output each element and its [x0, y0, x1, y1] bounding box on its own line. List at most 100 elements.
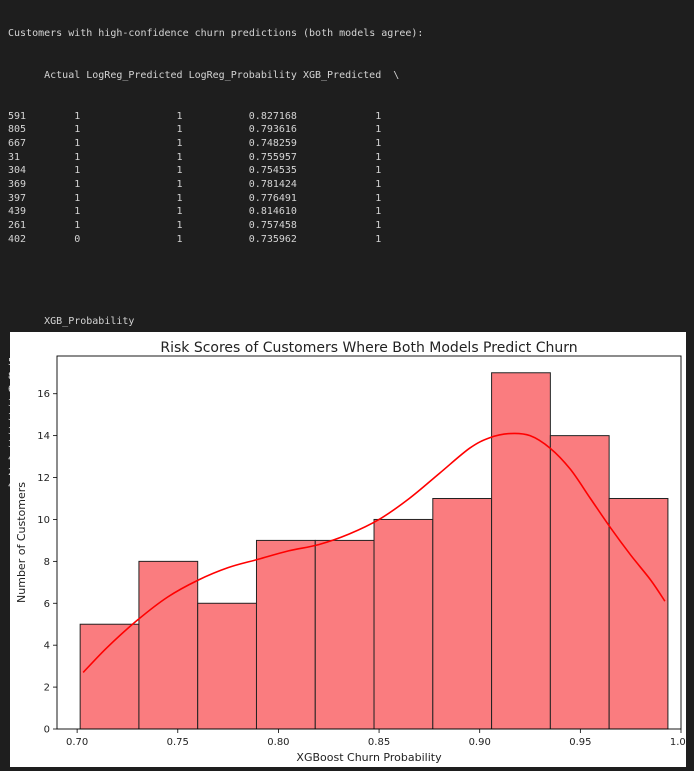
- cell-actual: 1: [74, 110, 81, 122]
- column-header: XGB_Predicted: [302, 69, 382, 81]
- cell-logreg-predicted: 1: [176, 137, 183, 149]
- cell-logreg-probability: 0.755957: [248, 151, 297, 163]
- cell-logreg-predicted: 1: [176, 110, 183, 122]
- cell-actual: 1: [74, 124, 81, 136]
- table-row: 261 1 1 0.757458 1: [8, 219, 423, 233]
- y-tick-label: 16: [37, 389, 50, 400]
- table-row: 304 1 1 0.754535 1: [8, 164, 423, 178]
- table1-header-row: Actual LogReg_Predicted LogReg_Probability…: [8, 69, 423, 83]
- table-row: 397 1 1 0.776491 1: [8, 192, 423, 206]
- row-index: 369: [8, 179, 27, 191]
- cell-logreg-probability: 0.827168: [248, 110, 297, 122]
- row-index: 397: [8, 192, 27, 204]
- histogram-bar: [491, 372, 551, 730]
- row-index: 591: [8, 110, 27, 122]
- x-tick-label: 0.85: [368, 737, 390, 748]
- histogram-bar: [373, 518, 434, 730]
- cell-xgb-predicted: 1: [375, 110, 382, 122]
- chart-title: Risk Scores of Customers Where Both Mode…: [160, 340, 577, 356]
- cell-xgb-predicted: 1: [375, 192, 382, 204]
- cell-logreg-predicted: 1: [176, 233, 183, 245]
- cell-xgb-predicted: 1: [375, 206, 382, 218]
- cell-logreg-predicted: 1: [176, 124, 183, 136]
- cell-actual: 1: [74, 206, 81, 218]
- cell-actual: 1: [74, 165, 81, 177]
- column-header: XGB_Probability: [44, 315, 135, 327]
- cell-actual: 1: [74, 192, 81, 204]
- histogram-bar: [432, 497, 493, 730]
- cell-logreg-probability: 0.754535: [248, 165, 297, 177]
- y-tick-label: 10: [37, 515, 50, 526]
- histogram-bar: [314, 539, 375, 730]
- row-index: 31: [8, 151, 21, 163]
- cell-xgb-predicted: 1: [375, 165, 382, 177]
- table-row: 591 1 1 0.827168 1: [8, 110, 423, 124]
- plot-frame: [56, 355, 682, 730]
- cell-actual: 1: [74, 137, 81, 149]
- row-index: 402: [8, 233, 27, 245]
- histogram-bar: [255, 539, 316, 730]
- cell-xgb-predicted: 1: [375, 233, 382, 245]
- cell-logreg-probability: 0.781424: [248, 179, 297, 191]
- table2-header-row: XGB_Probability: [8, 315, 423, 329]
- y-axis-label: Number of Customers: [15, 482, 28, 603]
- kde-line: [82, 432, 666, 673]
- column-header: LogReg_Probability: [188, 69, 297, 81]
- histogram-chart: Risk Scores of Customers Where Both Mode…: [15, 340, 692, 764]
- table1-body: 591 1 1 0.827168 1 805 1 1 0.793616 1 667 1 1 0.74825…: [8, 110, 423, 247]
- histogram-bar: [79, 623, 140, 730]
- cell-logreg-probability: 0.814610: [248, 206, 297, 218]
- x-tick-label: 0.90: [469, 737, 491, 748]
- cell-logreg-probability: 0.735962: [248, 233, 297, 245]
- histogram-bar: [138, 560, 199, 730]
- row-index: 667: [8, 137, 27, 149]
- cell-logreg-predicted: 1: [176, 165, 183, 177]
- cell-xgb-predicted: 1: [375, 124, 382, 136]
- cell-xgb-predicted: 1: [375, 151, 382, 163]
- x-tick-label: 0.95: [569, 737, 591, 748]
- cell-actual: 1: [74, 220, 81, 232]
- table-row: 31 1 1 0.755957 1: [8, 151, 423, 165]
- x-axis-label: XGBoost Churn Probability: [296, 751, 442, 764]
- y-tick-label: 4: [44, 641, 50, 652]
- table-row: 667 1 1 0.748259 1: [8, 137, 423, 151]
- blank-line: [8, 274, 423, 288]
- cell-logreg-predicted: 1: [176, 220, 183, 232]
- column-header: LogReg_Predicted: [86, 69, 183, 81]
- histogram-bar: [608, 497, 669, 730]
- histogram-bar: [197, 602, 257, 730]
- cell-logreg-predicted: 1: [176, 179, 183, 191]
- table-row: 805 1 1 0.793616 1: [8, 123, 423, 137]
- y-tick-label: 14: [37, 431, 50, 442]
- row-index: 805: [8, 124, 27, 136]
- cell-logreg-probability: 0.748259: [248, 137, 297, 149]
- output-header: Customers with high-confidence churn pre…: [8, 28, 424, 40]
- cell-logreg-probability: 0.757458: [248, 220, 297, 232]
- cell-xgb-predicted: 1: [375, 137, 382, 149]
- y-tick-label: 2: [44, 683, 50, 694]
- histogram-bar: [549, 435, 610, 730]
- cell-actual: 1: [74, 179, 81, 191]
- cell-logreg-probability: 0.793616: [248, 124, 297, 136]
- row-index: 439: [8, 206, 27, 218]
- cell-actual: 0: [74, 233, 81, 245]
- cell-xgb-predicted: 1: [375, 220, 382, 232]
- cell-logreg-probability: 0.776491: [248, 192, 297, 204]
- cell-xgb-predicted: 1: [375, 179, 382, 191]
- cell-logreg-predicted: 1: [176, 192, 183, 204]
- x-tick-label: 1.00: [670, 737, 686, 748]
- row-index: 261: [8, 220, 27, 232]
- row-index: 304: [8, 165, 27, 177]
- x-tick-label: 0.70: [66, 737, 88, 748]
- cell-logreg-predicted: 1: [176, 151, 183, 163]
- x-tick-label: 0.80: [267, 737, 289, 748]
- column-header: \: [393, 69, 400, 81]
- x-tick-label: 0.75: [167, 737, 189, 748]
- table-row: 439 1 1 0.814610 1: [8, 205, 423, 219]
- cell-actual: 1: [74, 151, 81, 163]
- table-row: 369 1 1 0.781424 1: [8, 178, 423, 192]
- y-tick-label: 0: [44, 725, 50, 736]
- plot-output: Risk Scores of Customers Where Both Mode…: [10, 332, 692, 767]
- y-tick-label: 8: [44, 557, 50, 568]
- column-header: Actual: [44, 69, 81, 81]
